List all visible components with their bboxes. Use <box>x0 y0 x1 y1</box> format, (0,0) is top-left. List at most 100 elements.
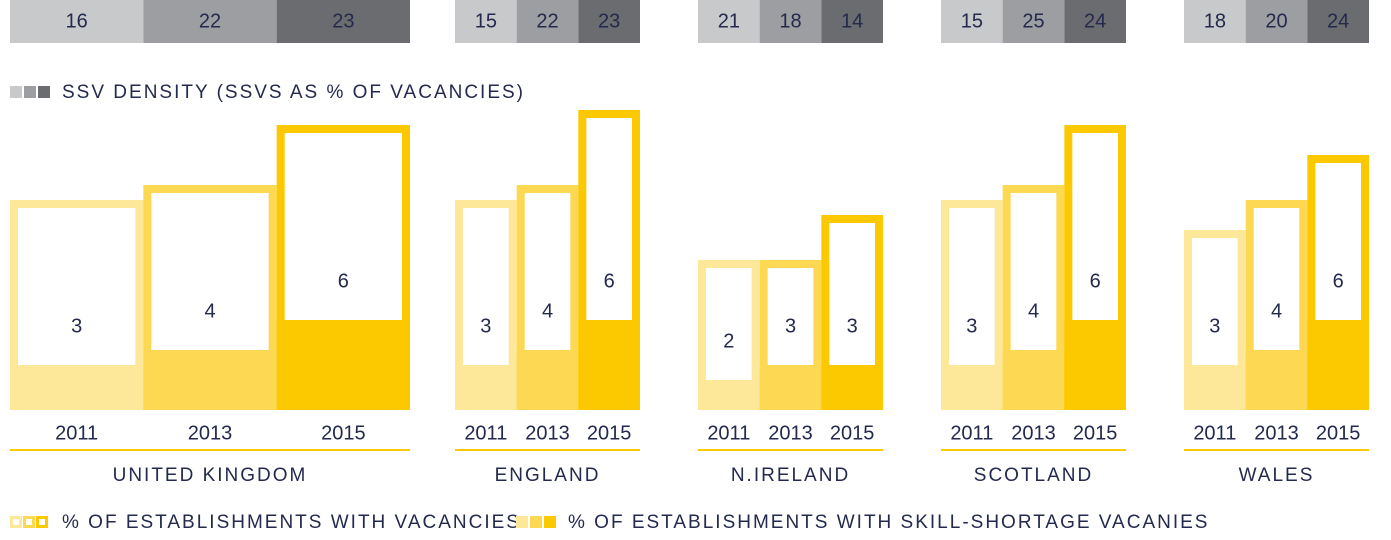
density-cell <box>10 0 144 43</box>
density-cell <box>516 0 579 43</box>
bar-inner <box>1010 193 1057 350</box>
shortage-label: 3 <box>966 315 977 337</box>
bar-inner <box>706 268 752 380</box>
shortage-bar <box>941 365 1003 410</box>
density-label: 22 <box>199 10 221 32</box>
bar-inner <box>463 208 509 365</box>
bar-inner <box>151 193 269 350</box>
density-cell <box>143 0 277 43</box>
bar-inner <box>284 133 402 320</box>
shortage-legend: % OF ESTABLISHMENTS WITH SKILL-SHORTAGE … <box>568 512 1209 533</box>
shortage-bar <box>698 380 760 410</box>
shortage-label: 6 <box>604 270 615 292</box>
shortage-bar <box>1002 350 1065 410</box>
year-label: 2013 <box>768 422 813 444</box>
group-name: UNITED KINGDOM <box>113 465 308 486</box>
shortage-label: 3 <box>785 315 796 337</box>
year-label: 2011 <box>950 422 993 444</box>
density-label: 22 <box>536 10 558 32</box>
shortage-label: 2 <box>723 330 734 352</box>
year-label: 2013 <box>525 422 570 444</box>
density-cell <box>578 0 640 43</box>
density-label: 14 <box>841 10 863 32</box>
vacancies-legend: % OF ESTABLISHMENTS WITH VACANCIES <box>62 512 521 533</box>
shortage-bar <box>578 320 640 410</box>
shortage-bar <box>10 365 144 410</box>
density-cell <box>455 0 517 43</box>
shortage-bar <box>276 320 410 410</box>
shortage-bar <box>1064 320 1126 410</box>
density-cell <box>941 0 1003 43</box>
shortage-bar <box>143 350 277 410</box>
density-cell <box>821 0 883 43</box>
density-label: 24 <box>1084 10 1106 32</box>
shortage-label: 4 <box>1028 300 1039 322</box>
year-label: 2015 <box>830 422 875 444</box>
density-legend: SSV DENSITY (SSVS AS % OF VACANCIES) <box>62 82 525 103</box>
density-cell <box>1064 0 1126 43</box>
year-label: 2013 <box>188 422 233 444</box>
density-label: 18 <box>1204 10 1226 32</box>
bar-inner <box>1192 238 1238 365</box>
density-label: 16 <box>66 10 88 32</box>
density-cell <box>1184 0 1246 43</box>
bar-inner <box>829 223 875 365</box>
year-label: 2015 <box>587 422 632 444</box>
year-label: 2013 <box>1254 422 1299 444</box>
vacancies-legend-icon <box>10 516 48 528</box>
year-label: 2015 <box>1316 422 1361 444</box>
density-cell <box>276 0 410 43</box>
density-cell <box>698 0 760 43</box>
density-cell <box>1245 0 1308 43</box>
density-label: 23 <box>598 10 620 32</box>
year-label: 2011 <box>55 422 98 444</box>
density-label: 15 <box>961 10 983 32</box>
bar-inner <box>767 268 814 365</box>
bar-inner <box>524 193 571 350</box>
density-cell <box>759 0 822 43</box>
shortage-legend-icon <box>516 516 556 528</box>
shortage-bar <box>1307 320 1369 410</box>
density-label: 15 <box>475 10 497 32</box>
density-label: 25 <box>1022 10 1044 32</box>
density-cell <box>1002 0 1065 43</box>
shortage-label: 3 <box>847 315 858 337</box>
shortage-bar <box>455 365 517 410</box>
density-label: 20 <box>1265 10 1287 32</box>
shortage-bar <box>1184 365 1246 410</box>
shortage-label: 6 <box>1090 270 1101 292</box>
density-label: 21 <box>718 10 740 32</box>
bar-inner <box>949 208 995 365</box>
shortage-bar <box>1245 350 1308 410</box>
density-label: 23 <box>332 10 354 32</box>
year-label: 2011 <box>707 422 750 444</box>
group-name: SCOTLAND <box>974 465 1093 486</box>
density-label: 18 <box>779 10 801 32</box>
year-label: 2011 <box>464 422 507 444</box>
year-label: 2013 <box>1011 422 1056 444</box>
bar-inner <box>18 208 136 365</box>
shortage-label: 3 <box>1209 315 1220 337</box>
shortage-label: 4 <box>542 300 553 322</box>
group-name: ENGLAND <box>495 465 601 486</box>
shortage-label: 3 <box>71 315 82 337</box>
density-legend-icon <box>10 86 50 98</box>
shortage-bar <box>759 365 822 410</box>
group-name: N.IRELAND <box>731 465 850 486</box>
year-label: 2015 <box>321 422 366 444</box>
bar-inner <box>586 118 632 320</box>
bar-inner <box>1315 163 1361 320</box>
year-label: 2011 <box>1193 422 1236 444</box>
year-label: 2015 <box>1073 422 1118 444</box>
shortage-label: 4 <box>204 300 215 322</box>
shortage-label: 6 <box>1333 270 1344 292</box>
shortage-bar <box>821 365 883 410</box>
shortage-label: 3 <box>480 315 491 337</box>
density-cell <box>1307 0 1369 43</box>
shortage-label: 6 <box>338 270 349 292</box>
bar-inner <box>1253 208 1300 350</box>
group-name: WALES <box>1239 465 1315 486</box>
bar-inner <box>1072 133 1118 320</box>
shortage-label: 4 <box>1271 300 1282 322</box>
